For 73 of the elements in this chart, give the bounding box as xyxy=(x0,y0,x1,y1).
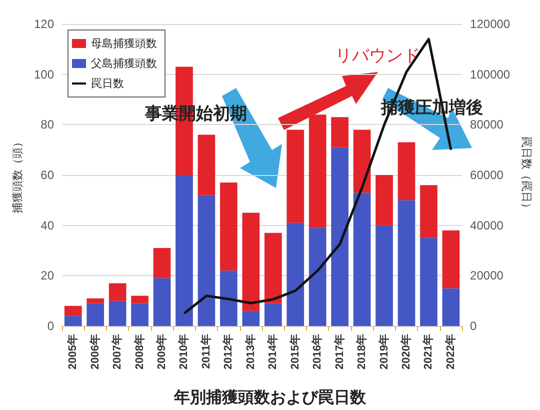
bar xyxy=(264,232,282,304)
x-tick-label: 2009年 xyxy=(155,334,168,370)
bar xyxy=(108,283,126,301)
y2-tick-label: 40000 xyxy=(470,218,504,232)
y-tick-label: 80 xyxy=(40,118,54,132)
y-tick-label: 100 xyxy=(34,67,54,82)
y-tick-label: 120 xyxy=(34,17,54,31)
bar xyxy=(420,238,438,326)
bar xyxy=(353,130,371,193)
y-axis-title: 捕獲頭数（頭） xyxy=(11,136,24,214)
bar xyxy=(264,303,282,326)
bar xyxy=(64,306,82,316)
bar xyxy=(331,117,348,148)
bar xyxy=(198,195,216,326)
bar xyxy=(198,134,216,196)
x-tick-label: 2020年 xyxy=(399,334,412,370)
bar xyxy=(376,225,393,326)
bar xyxy=(353,192,371,326)
bar xyxy=(331,147,348,326)
bar xyxy=(108,300,126,326)
y2-tick-label: 100000 xyxy=(470,67,510,82)
bar xyxy=(86,298,104,304)
bar xyxy=(64,316,82,326)
bar xyxy=(308,114,326,228)
bar xyxy=(86,303,104,326)
x-tick-label: 2013年 xyxy=(244,334,257,370)
bar xyxy=(286,222,304,326)
x-tick-label: 2016年 xyxy=(310,334,324,370)
x-tick-label: 2018年 xyxy=(355,334,368,370)
bar xyxy=(220,182,238,271)
legend-label: 母島捕獲頭数 xyxy=(91,37,157,50)
bar xyxy=(153,278,171,326)
x-tick-label: 2019年 xyxy=(377,334,390,370)
bar xyxy=(398,142,416,200)
y2-tick-label: 80000 xyxy=(470,118,504,132)
x-tick-label: 2010年 xyxy=(177,334,190,370)
y2-axis-title: 罠日数（罠日） xyxy=(520,136,533,214)
legend-label: 罠日数 xyxy=(91,77,124,90)
y-tick-label: 20 xyxy=(40,268,54,283)
bar xyxy=(398,200,416,326)
bar xyxy=(420,185,438,238)
y-tick-label: 0 xyxy=(47,319,54,333)
x-tick-label: 2007年 xyxy=(110,334,124,370)
y2-tick-label: 20000 xyxy=(470,268,504,283)
y-tick-label: 40 xyxy=(40,218,54,232)
bar xyxy=(442,230,460,288)
y2-tick-label: 0 xyxy=(470,319,478,333)
bar xyxy=(376,175,393,226)
x-tick-label: 2006年 xyxy=(88,334,102,370)
y-tick-label: 60 xyxy=(40,168,54,182)
x-tick-label: 2005年 xyxy=(66,334,80,370)
y2-tick-label: 60000 xyxy=(470,168,504,182)
bar xyxy=(131,296,148,304)
text: 年別捕獲頭数および罠日数 xyxy=(173,388,367,406)
x-tick-label: 2015年 xyxy=(288,334,302,370)
bar xyxy=(153,248,171,278)
y2-tick-label: 120000 xyxy=(470,17,510,31)
x-tick-label: 2021年 xyxy=(422,334,435,370)
x-tick-label: 2011年 xyxy=(199,334,212,369)
bar xyxy=(220,270,238,326)
x-tick-label: 2008年 xyxy=(132,334,146,370)
bar xyxy=(442,288,460,326)
x-tick-label: 2017年 xyxy=(332,334,346,370)
x-tick-label: 2012年 xyxy=(222,334,235,370)
bar xyxy=(176,175,193,326)
bar xyxy=(242,310,260,326)
legend-label: 父島捕獲頭数 xyxy=(91,57,157,70)
bar xyxy=(286,130,304,223)
bar xyxy=(131,303,148,326)
bar xyxy=(242,212,260,311)
bar xyxy=(308,228,326,326)
x-tick-label: 2014年 xyxy=(266,334,280,370)
x-tick-label: 2022年 xyxy=(444,334,457,370)
